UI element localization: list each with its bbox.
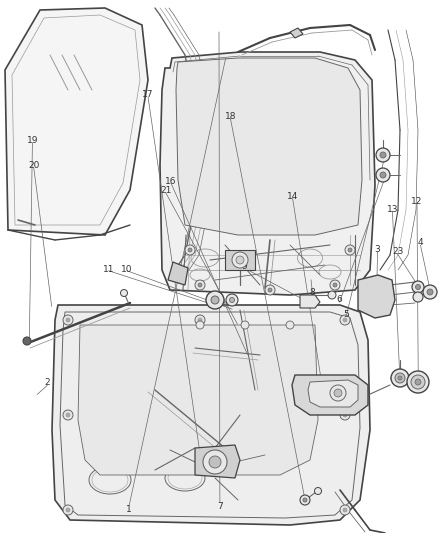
Text: 17: 17 — [142, 91, 154, 99]
Circle shape — [380, 172, 386, 178]
Circle shape — [66, 413, 70, 417]
Text: 21: 21 — [160, 187, 171, 195]
Circle shape — [328, 291, 336, 299]
Circle shape — [395, 373, 405, 383]
Text: 6: 6 — [336, 295, 343, 304]
Circle shape — [185, 245, 195, 255]
Polygon shape — [358, 275, 395, 318]
Circle shape — [330, 280, 340, 290]
Text: 13: 13 — [387, 205, 398, 214]
Circle shape — [340, 315, 350, 325]
Circle shape — [343, 318, 347, 322]
Text: 8: 8 — [310, 288, 316, 296]
Polygon shape — [290, 28, 303, 38]
Circle shape — [314, 488, 321, 495]
Circle shape — [333, 283, 337, 287]
Circle shape — [412, 281, 424, 293]
Circle shape — [236, 256, 244, 264]
Circle shape — [415, 379, 421, 385]
Circle shape — [265, 285, 275, 295]
Circle shape — [380, 152, 386, 158]
Circle shape — [348, 248, 352, 252]
Circle shape — [407, 371, 429, 393]
Polygon shape — [308, 380, 358, 407]
Circle shape — [376, 148, 390, 162]
Text: 1: 1 — [126, 505, 132, 514]
Circle shape — [286, 321, 294, 329]
Circle shape — [241, 321, 249, 329]
Circle shape — [268, 288, 272, 292]
Text: 16: 16 — [165, 177, 177, 185]
Circle shape — [23, 337, 31, 345]
Text: 3: 3 — [374, 245, 381, 254]
Circle shape — [188, 248, 192, 252]
Text: 10: 10 — [121, 265, 133, 273]
Circle shape — [63, 410, 73, 420]
Circle shape — [411, 375, 425, 389]
Circle shape — [343, 413, 347, 417]
Circle shape — [423, 285, 437, 299]
Circle shape — [206, 291, 224, 309]
Circle shape — [303, 498, 307, 502]
Circle shape — [300, 495, 310, 505]
Circle shape — [345, 245, 355, 255]
Polygon shape — [168, 262, 188, 285]
Text: 12: 12 — [411, 197, 423, 206]
Circle shape — [211, 296, 219, 304]
Text: 14: 14 — [287, 192, 298, 200]
Circle shape — [66, 318, 70, 322]
Circle shape — [427, 289, 433, 295]
Text: 4: 4 — [418, 238, 423, 247]
Circle shape — [343, 508, 347, 512]
Circle shape — [330, 385, 346, 401]
Polygon shape — [195, 445, 240, 478]
Circle shape — [66, 508, 70, 512]
Circle shape — [198, 283, 202, 287]
Circle shape — [334, 389, 342, 397]
Circle shape — [413, 292, 423, 302]
Circle shape — [63, 315, 73, 325]
Polygon shape — [292, 375, 368, 415]
Circle shape — [340, 410, 350, 420]
Text: 23: 23 — [392, 247, 403, 256]
Circle shape — [203, 450, 227, 474]
Circle shape — [416, 285, 420, 289]
Text: 7: 7 — [217, 502, 223, 511]
Text: 19: 19 — [27, 136, 38, 145]
Text: 20: 20 — [28, 161, 39, 169]
Circle shape — [340, 505, 350, 515]
Circle shape — [195, 280, 205, 290]
Circle shape — [226, 294, 238, 306]
Circle shape — [398, 376, 402, 380]
Text: 11: 11 — [103, 265, 114, 273]
Polygon shape — [176, 58, 362, 235]
Text: 5: 5 — [343, 310, 349, 319]
Circle shape — [195, 315, 205, 325]
Polygon shape — [160, 52, 375, 295]
Polygon shape — [78, 325, 318, 475]
Polygon shape — [52, 305, 370, 525]
Circle shape — [120, 289, 127, 296]
Polygon shape — [5, 8, 148, 235]
Polygon shape — [300, 295, 320, 308]
Circle shape — [232, 252, 248, 268]
Polygon shape — [225, 250, 255, 270]
Text: 2: 2 — [45, 378, 50, 387]
Text: 18: 18 — [225, 112, 236, 120]
Circle shape — [196, 321, 204, 329]
Circle shape — [391, 369, 409, 387]
Circle shape — [63, 505, 73, 515]
Circle shape — [198, 318, 202, 322]
Circle shape — [376, 168, 390, 182]
Circle shape — [209, 456, 221, 468]
Circle shape — [230, 297, 234, 303]
Text: 9: 9 — [241, 262, 247, 271]
